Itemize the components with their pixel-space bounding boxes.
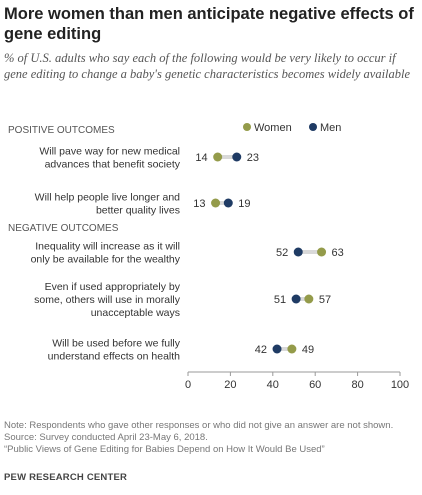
data-label-high: 19 [238, 198, 250, 210]
legend-men-label: Men [320, 122, 341, 134]
category-label: Will pave way for new medical [39, 146, 180, 158]
group-header: POSITIVE OUTCOMES [8, 125, 115, 136]
point-women [317, 247, 327, 257]
footnote-source: Source: Survey conducted April 23-May 6,… [4, 432, 208, 443]
x-axis-tick-label: 100 [391, 379, 409, 391]
footnotes: Note: Respondents who gave other respons… [4, 420, 418, 456]
category-label: understand effects on health [48, 351, 180, 363]
x-axis-tick-label: 60 [309, 379, 321, 391]
data-label-high: 57 [319, 294, 331, 306]
footnote-report: “Public Views of Gene Editing for Babies… [4, 444, 325, 455]
dot-plot-chart: Women Men POSITIVE OUTCOMES NEGATIVE OUTCOM… [8, 122, 409, 391]
footnote-note: Note: Respondents who gave other respons… [4, 420, 394, 431]
legend-men-marker [309, 123, 317, 131]
point-women [213, 152, 223, 162]
data-label-low: 51 [274, 294, 286, 306]
point-women [287, 344, 297, 354]
x-axis-tick-label: 80 [351, 379, 363, 391]
category-label: only be available for the wealthy [31, 254, 181, 266]
category-label: Will help people live longer and [35, 192, 180, 204]
category-label: advances that benefit society [45, 159, 181, 171]
data-label-low: 52 [276, 247, 288, 259]
chart-subtitle: % of U.S. adults who say each of the fol… [4, 51, 411, 81]
point-men [291, 294, 301, 304]
data-label-high: 49 [302, 344, 314, 356]
data-label-low: 13 [193, 198, 205, 210]
point-women [211, 198, 221, 208]
chart-title: More women than men anticipate negative … [4, 5, 414, 43]
group-header: NEGATIVE OUTCOMES [8, 223, 119, 234]
x-axis-tick-label: 20 [224, 379, 236, 391]
data-label-high: 63 [332, 247, 344, 259]
data-label-low: 14 [195, 152, 207, 164]
point-women [304, 294, 314, 304]
point-men [272, 344, 282, 354]
category-label: better quality lives [96, 205, 180, 217]
x-axis-tick-label: 40 [267, 379, 279, 391]
data-label-low: 42 [255, 344, 267, 356]
category-label: Will be used before we fully [52, 338, 181, 350]
x-axis-tick-label: 0 [185, 379, 191, 391]
category-label: some, others will use in morally [34, 294, 181, 306]
point-men [293, 247, 303, 257]
legend-women-marker [243, 123, 251, 131]
point-men [232, 152, 242, 162]
point-men [223, 198, 233, 208]
data-label-high: 23 [247, 152, 259, 164]
source-org: PEW RESEARCH CENTER [4, 472, 128, 483]
category-label: Even if used appropriately by [45, 281, 181, 293]
legend-women-label: Women [254, 122, 292, 134]
category-label: Inequality will increase as it will [35, 241, 180, 253]
category-label: unacceptable ways [91, 307, 180, 319]
